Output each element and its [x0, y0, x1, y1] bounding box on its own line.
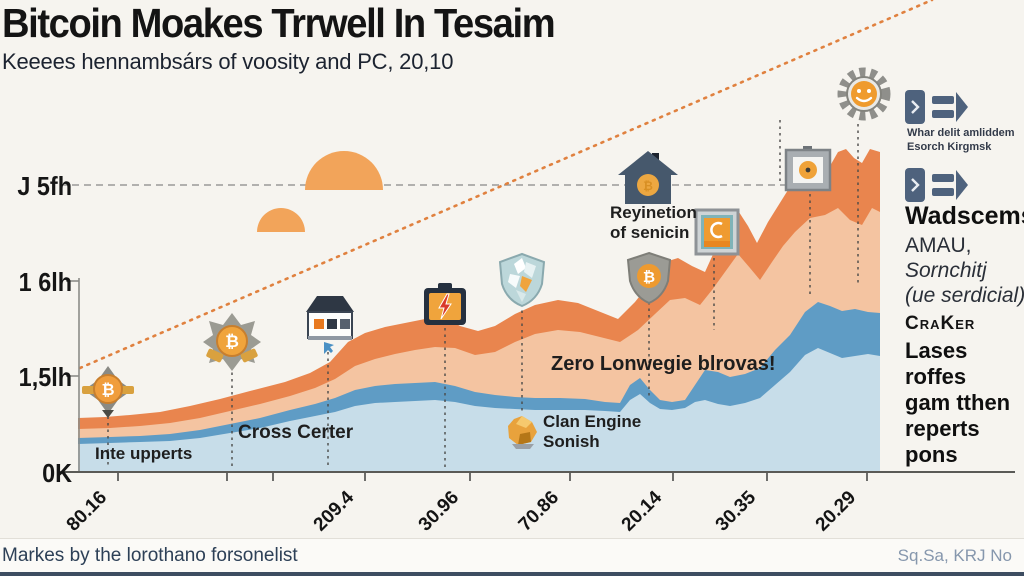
x-tick-label: 209.4 — [310, 487, 359, 536]
sidebar-text-line: (ue serdicial) — [905, 284, 1024, 307]
milestone-label-inte-upperts: Inte upperts — [95, 444, 193, 463]
sidebar-bold-line: pons — [905, 442, 958, 467]
sidebar-bold-line: roffes — [905, 364, 967, 389]
y-tick-label-zero: 0K — [42, 458, 72, 488]
y-tick-label-3: 1,5lh — [18, 362, 72, 392]
sidebar-heading: Wadscems — [905, 202, 1024, 230]
milestone-label-line: Clan Engine — [543, 412, 642, 431]
footer-credit: Markes by the lorothano forsonelist — [2, 545, 298, 566]
x-tick-label: 30.96 — [415, 487, 463, 535]
sun-semicircle-icon — [305, 151, 383, 190]
x-tick-label: 20.14 — [618, 487, 667, 536]
x-tick-label: 80.16 — [63, 487, 111, 535]
footer-bar — [0, 538, 1024, 576]
milestone-label-line: Sonish — [543, 432, 600, 451]
x-tick-label: 30.35 — [712, 487, 761, 536]
milestone-label-clan-engine: Clan Engine Sonish — [543, 412, 641, 452]
sidebar-caption-line: Whar delit amliddem — [907, 127, 1015, 139]
sidebar-bold-line: reperts — [905, 416, 980, 441]
milestone-label-line: of senicin — [610, 223, 690, 242]
y-tick-label-top: J 5fh — [17, 171, 72, 201]
sidebar-bold-line: gam tthen — [905, 390, 1011, 415]
sidebar-text-line: AMAU, — [905, 234, 972, 257]
sidebar-caption-line: Esorch Kirgmsk — [907, 141, 992, 153]
sun-semicircle-icon — [257, 208, 305, 232]
area-layer-lightblue — [78, 348, 880, 472]
x-tick-label: 20.29 — [812, 487, 860, 535]
sidebar-bold-line: Lases — [905, 338, 968, 363]
page-subtitle: Keeees hennambsárs of voosity and PC, 20… — [2, 49, 454, 74]
sidebar-text-line: Sornchitj — [905, 259, 987, 282]
milestone-label-cross-certer: Cross Certer — [238, 422, 354, 443]
milestone-label-line: Reyinetion — [610, 203, 697, 222]
sidebar-subheading: CraKer — [905, 313, 976, 334]
y-tick-label-2: 1 6lh — [18, 267, 72, 297]
footer-source: Sq.Sa, KRJ No — [897, 546, 1012, 565]
sidebar-caption: Whar delit amliddem Esorch Kirgmsk — [907, 126, 1015, 154]
x-tick-label: 70.86 — [515, 487, 563, 535]
milestone-label-reyinetion: Reyinetion of senicin — [610, 203, 697, 243]
page-title: Bitcoin Moakes Trrwell In Tesaim — [2, 0, 556, 46]
milestone-label-zero-lonwegie: Zero Lonwegie blrovas! — [551, 353, 776, 375]
trend-dotted-line — [78, 0, 934, 370]
